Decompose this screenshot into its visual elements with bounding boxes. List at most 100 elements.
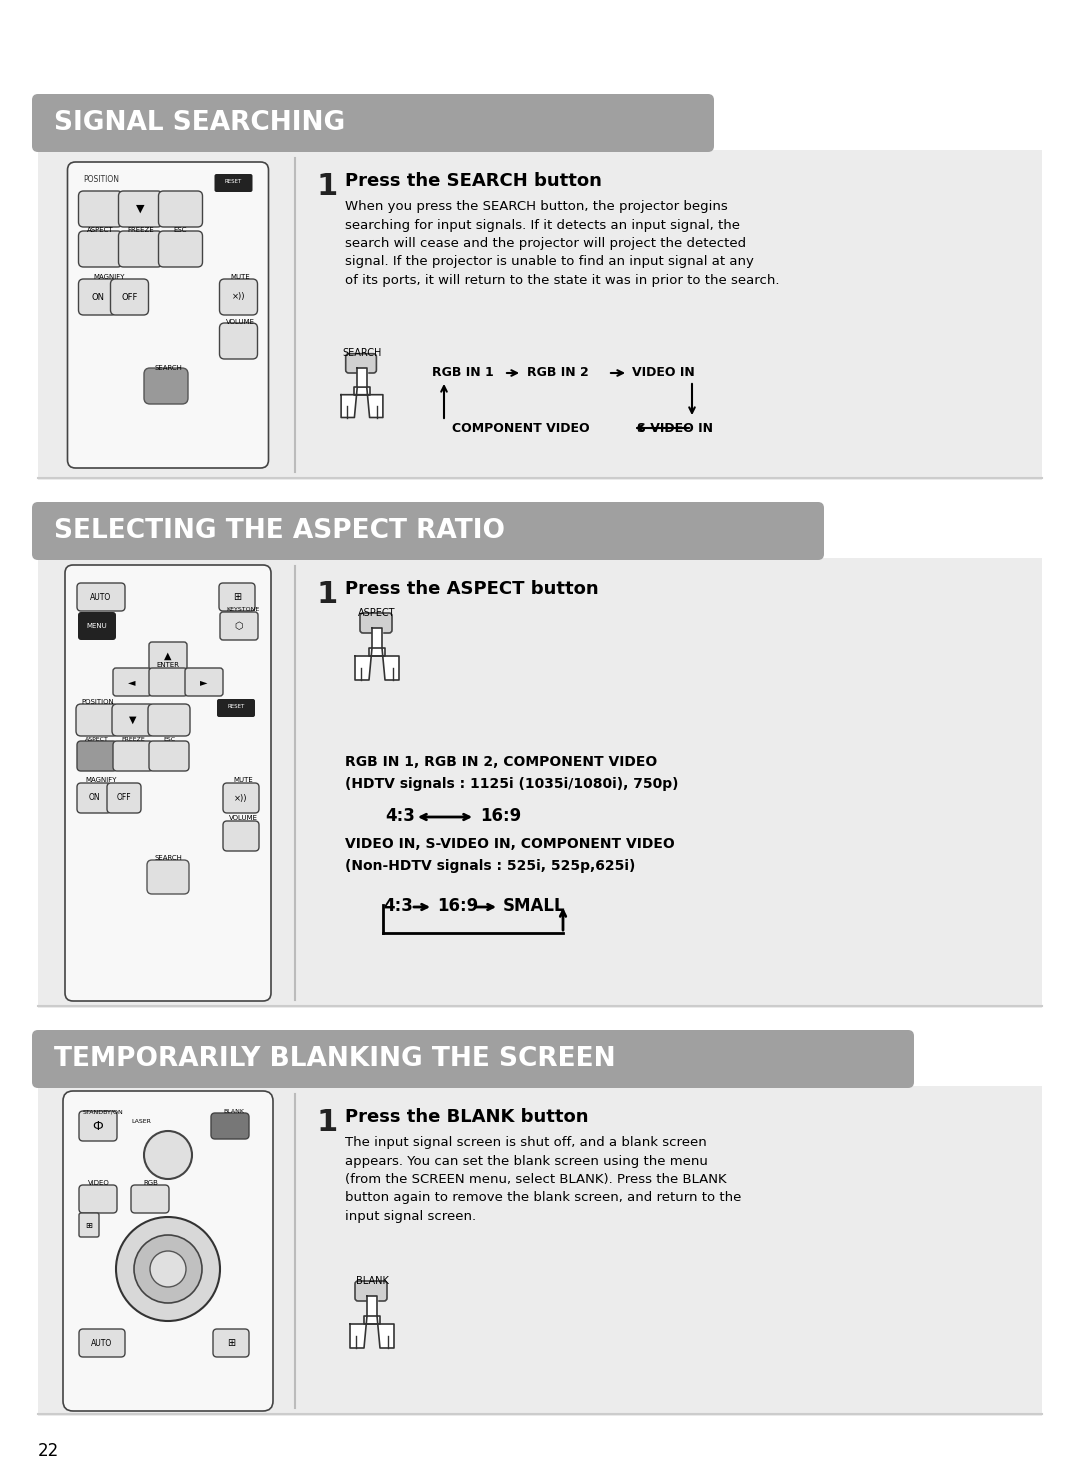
Text: SEARCH: SEARCH — [342, 349, 381, 358]
Text: ▼: ▼ — [130, 715, 137, 726]
FancyBboxPatch shape — [185, 668, 222, 696]
FancyBboxPatch shape — [78, 611, 116, 640]
FancyBboxPatch shape — [220, 611, 258, 640]
Text: ►: ► — [200, 677, 207, 687]
Text: RGB IN 1: RGB IN 1 — [432, 367, 494, 380]
Text: LASER: LASER — [131, 1119, 151, 1123]
Circle shape — [150, 1251, 186, 1287]
Bar — [38, 1086, 1042, 1416]
FancyBboxPatch shape — [110, 279, 149, 315]
FancyBboxPatch shape — [113, 668, 151, 696]
FancyBboxPatch shape — [113, 741, 153, 772]
Text: 1: 1 — [318, 172, 338, 200]
Text: 22: 22 — [38, 1442, 59, 1460]
FancyBboxPatch shape — [219, 583, 255, 611]
Polygon shape — [350, 1316, 394, 1347]
Text: ⊞: ⊞ — [233, 592, 241, 603]
Text: BLANK: BLANK — [355, 1276, 389, 1287]
FancyBboxPatch shape — [119, 232, 162, 267]
Text: RGB IN 2: RGB IN 2 — [527, 367, 589, 380]
FancyBboxPatch shape — [159, 191, 203, 227]
FancyBboxPatch shape — [77, 583, 125, 611]
Text: SELECTING THE ASPECT RATIO: SELECTING THE ASPECT RATIO — [54, 518, 505, 545]
Text: ×)): ×)) — [232, 292, 245, 301]
FancyBboxPatch shape — [119, 191, 162, 227]
Text: (Non-HDTV signals : 525i, 525p,625i): (Non-HDTV signals : 525i, 525p,625i) — [345, 859, 635, 873]
Text: SMALL: SMALL — [503, 896, 566, 916]
FancyBboxPatch shape — [77, 784, 111, 813]
Text: VIDEO IN, S-VIDEO IN, COMPONENT VIDEO: VIDEO IN, S-VIDEO IN, COMPONENT VIDEO — [345, 837, 675, 850]
Polygon shape — [355, 649, 399, 680]
Text: RGB IN 1, RGB IN 2, COMPONENT VIDEO: RGB IN 1, RGB IN 2, COMPONENT VIDEO — [345, 755, 658, 769]
Text: ON: ON — [89, 794, 99, 803]
FancyBboxPatch shape — [79, 1112, 117, 1141]
FancyBboxPatch shape — [149, 741, 189, 772]
Text: VOLUME: VOLUME — [229, 815, 257, 821]
FancyBboxPatch shape — [213, 1330, 249, 1356]
Text: MAGNIFY: MAGNIFY — [85, 778, 117, 784]
Text: OFF: OFF — [117, 794, 132, 803]
FancyBboxPatch shape — [147, 861, 189, 893]
Text: ◄: ◄ — [129, 677, 136, 687]
FancyBboxPatch shape — [148, 703, 190, 736]
FancyBboxPatch shape — [144, 368, 188, 404]
Text: STANDBY/ON: STANDBY/ON — [83, 1109, 124, 1114]
Text: MAGNIFY: MAGNIFY — [94, 275, 125, 280]
FancyBboxPatch shape — [215, 174, 253, 191]
Text: FREEZE: FREEZE — [121, 738, 145, 742]
Text: 16:9: 16:9 — [480, 807, 522, 825]
Text: POSITION: POSITION — [83, 175, 120, 184]
Circle shape — [134, 1235, 202, 1303]
FancyBboxPatch shape — [65, 565, 271, 1002]
FancyBboxPatch shape — [63, 1091, 273, 1411]
FancyBboxPatch shape — [79, 1330, 125, 1356]
FancyBboxPatch shape — [360, 613, 392, 634]
Text: When you press the SEARCH button, the projector begins
searching for input signa: When you press the SEARCH button, the pr… — [345, 200, 780, 286]
Polygon shape — [364, 1296, 380, 1324]
FancyBboxPatch shape — [149, 643, 187, 669]
Text: ASPECT: ASPECT — [87, 227, 113, 233]
Text: RESET: RESET — [228, 703, 245, 709]
FancyBboxPatch shape — [32, 1030, 914, 1088]
Text: POSITION: POSITION — [81, 699, 113, 705]
Text: ⊞: ⊞ — [85, 1220, 93, 1230]
FancyBboxPatch shape — [159, 232, 203, 267]
Text: AUTO: AUTO — [91, 592, 111, 601]
FancyBboxPatch shape — [222, 784, 259, 813]
FancyBboxPatch shape — [79, 191, 122, 227]
Text: ⬡: ⬡ — [234, 620, 243, 631]
Text: 16:9: 16:9 — [437, 896, 478, 916]
FancyBboxPatch shape — [79, 1186, 117, 1212]
FancyBboxPatch shape — [219, 324, 257, 359]
Text: ESC: ESC — [163, 738, 175, 742]
Text: MUTE: MUTE — [233, 778, 253, 784]
Text: VOLUME: VOLUME — [226, 319, 255, 325]
Text: RGB: RGB — [144, 1180, 159, 1186]
Text: VIDEO IN: VIDEO IN — [632, 367, 694, 380]
Text: Ф: Ф — [93, 1119, 104, 1132]
Polygon shape — [341, 387, 383, 417]
Text: SIGNAL SEARCHING: SIGNAL SEARCHING — [54, 110, 346, 137]
Polygon shape — [354, 368, 369, 395]
FancyBboxPatch shape — [76, 703, 118, 736]
Text: ×)): ×)) — [234, 794, 247, 803]
Text: ESC: ESC — [174, 227, 187, 233]
FancyBboxPatch shape — [79, 1212, 99, 1238]
Text: ON: ON — [91, 292, 104, 301]
Text: ASPECT: ASPECT — [359, 608, 395, 617]
Circle shape — [144, 1131, 192, 1178]
FancyBboxPatch shape — [79, 232, 122, 267]
Text: SEARCH: SEARCH — [154, 855, 181, 861]
Text: MENU: MENU — [86, 623, 107, 629]
FancyBboxPatch shape — [32, 93, 714, 151]
Text: RESET: RESET — [225, 180, 242, 184]
Text: Press the ASPECT button: Press the ASPECT button — [345, 580, 598, 598]
Bar — [38, 558, 1042, 1008]
FancyBboxPatch shape — [77, 741, 117, 772]
FancyBboxPatch shape — [346, 353, 377, 372]
Text: Press the BLANK button: Press the BLANK button — [345, 1109, 589, 1126]
Text: MUTE: MUTE — [231, 275, 251, 280]
Text: FREEZE: FREEZE — [127, 227, 153, 233]
Text: ⊞: ⊞ — [227, 1339, 235, 1347]
FancyBboxPatch shape — [355, 1281, 387, 1301]
